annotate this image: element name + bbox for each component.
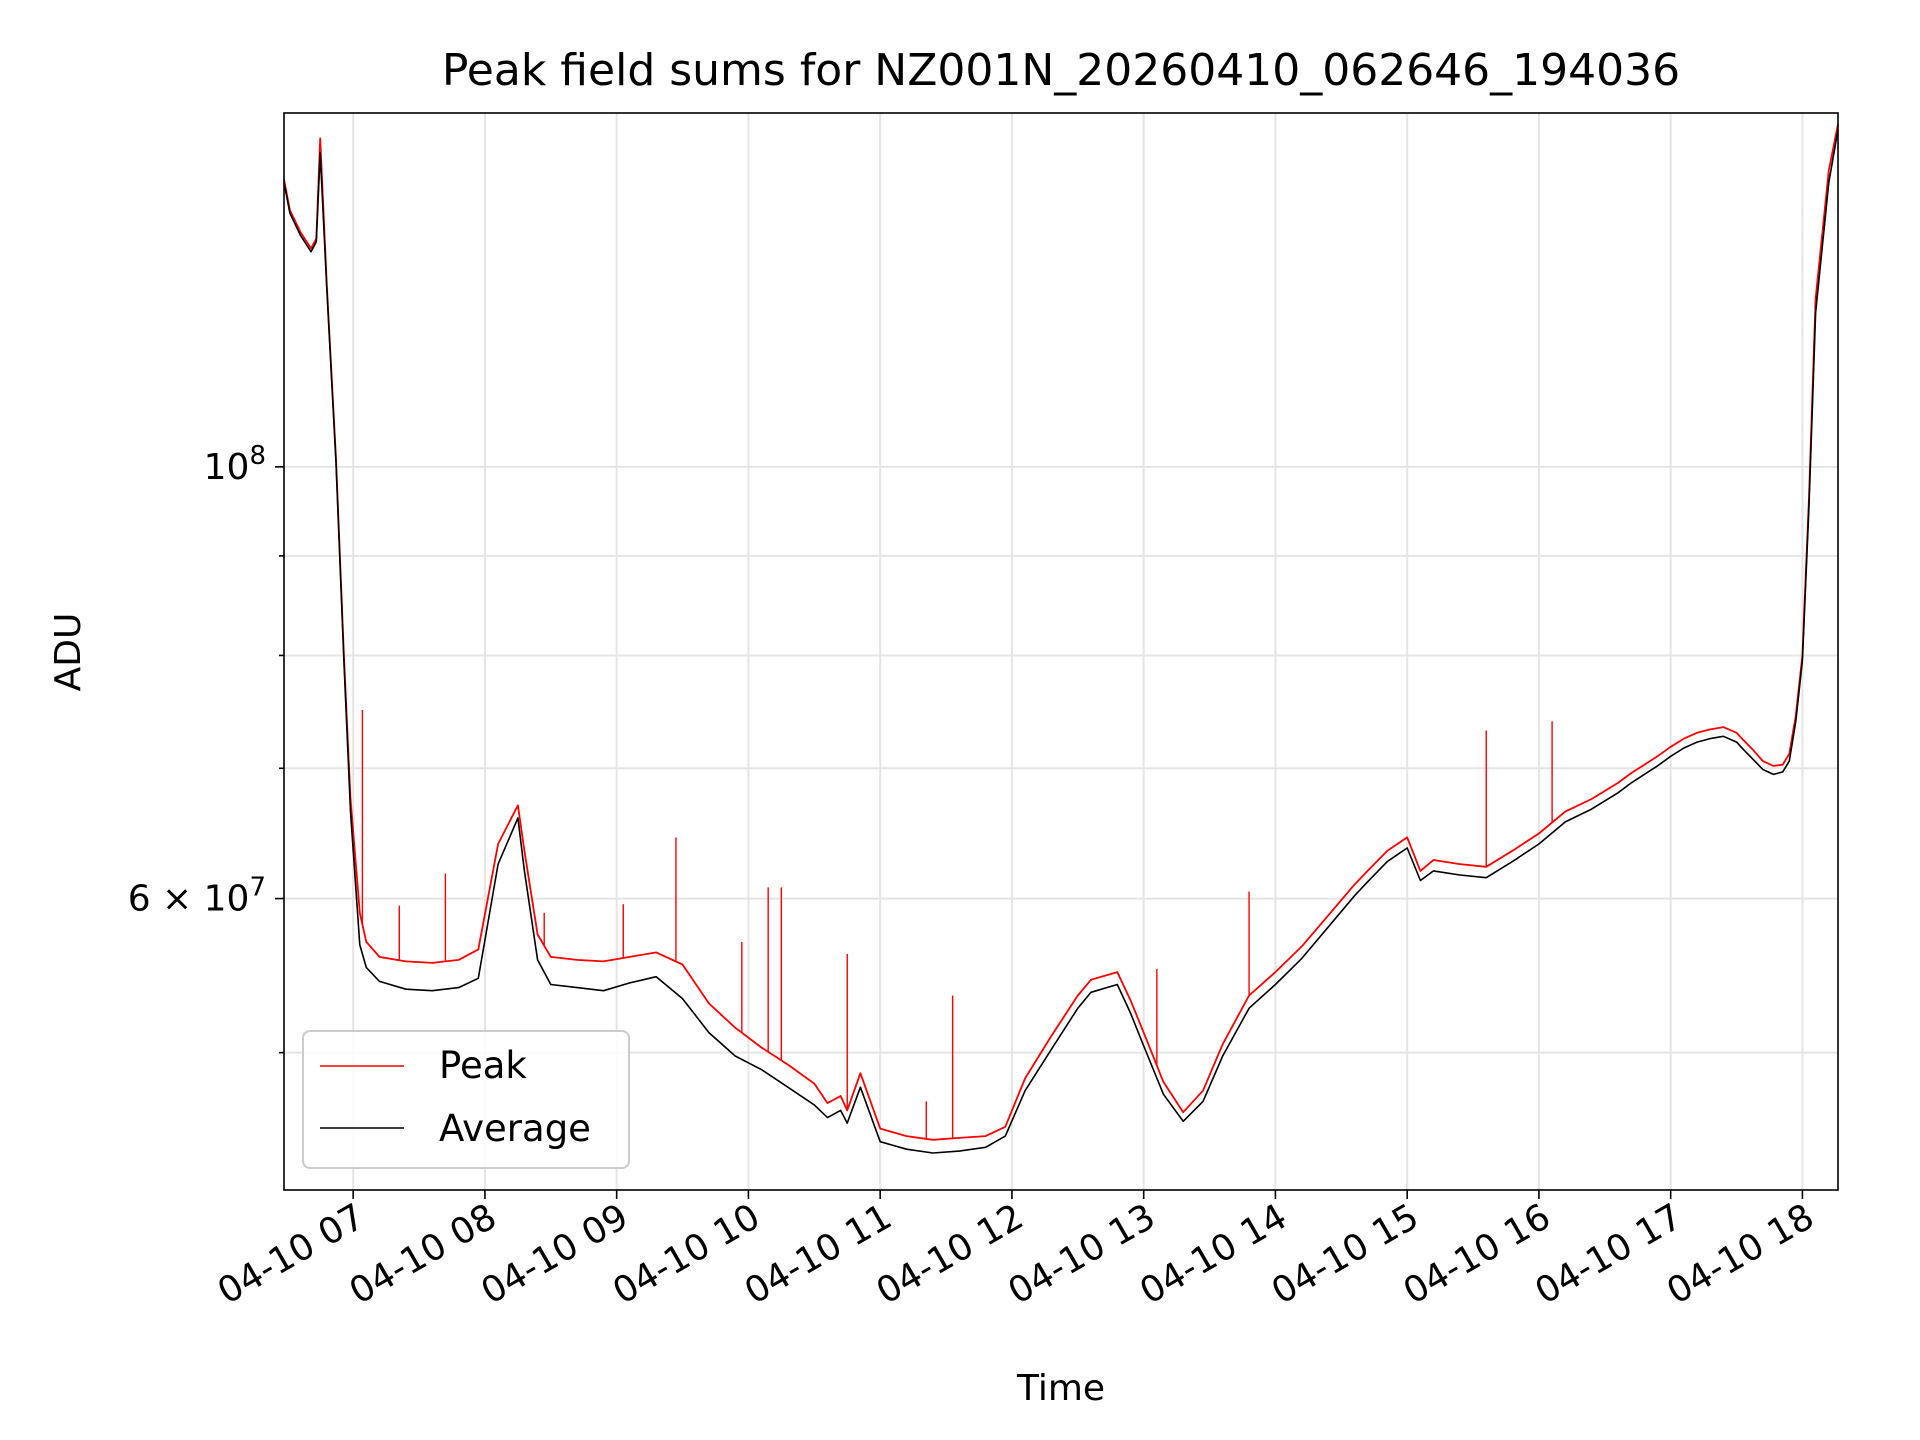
series-layer	[283, 124, 1839, 1154]
chart-title: Peak field sums for NZ001N_20260410_0626…	[442, 45, 1680, 96]
y-tick-label: 108	[204, 441, 266, 488]
y-tick-label: 6 × 107	[128, 873, 266, 920]
legend-average-label: Average	[439, 1107, 591, 1150]
plot-frame	[283, 112, 1839, 1191]
legend: Peak Average	[302, 1030, 630, 1169]
series-line-average	[283, 129, 1839, 1154]
legend-peak-label: Peak	[439, 1044, 527, 1087]
grid-layer	[284, 113, 1838, 1190]
series-line-peak	[283, 124, 1839, 1141]
y-axis-label: ADU	[48, 613, 89, 692]
x-axis-label: Time	[1016, 1368, 1105, 1409]
